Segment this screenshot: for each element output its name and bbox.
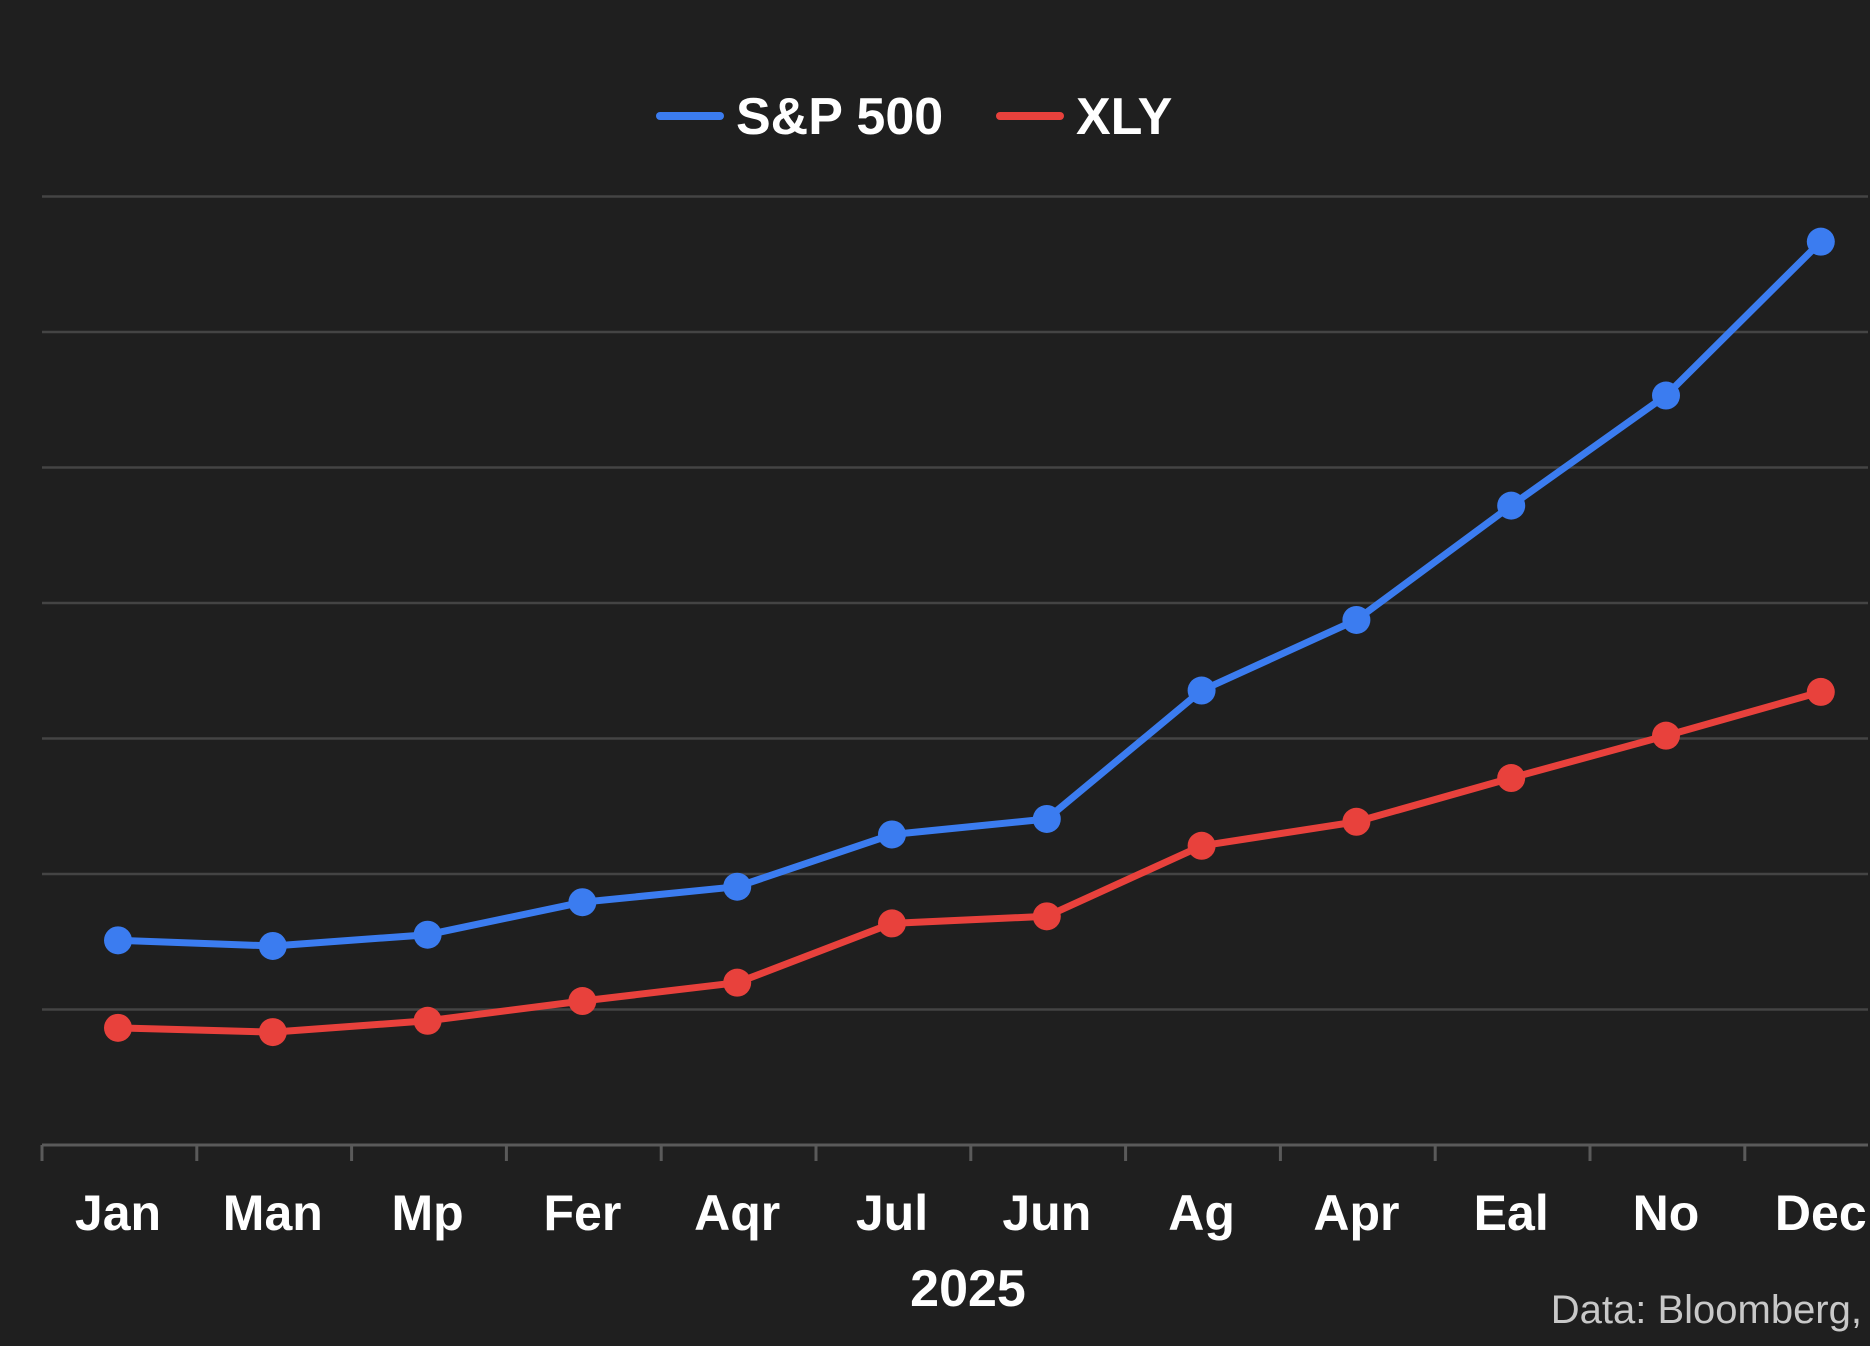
x-axis-title: 2025 [910, 1260, 1026, 1318]
data-point [878, 820, 906, 849]
x-tick-label: Mp [391, 1185, 463, 1241]
legend-item: S&P 500 [656, 88, 943, 146]
x-tick-label: No [1633, 1185, 1700, 1241]
data-point [104, 926, 132, 955]
data-point [568, 888, 597, 917]
data-point [1032, 902, 1061, 931]
x-tick-label: Dec [1775, 1185, 1867, 1241]
data-point [1497, 491, 1526, 520]
x-tick-label: Aqr [694, 1185, 780, 1241]
data-point [1652, 381, 1680, 410]
data-point [1032, 804, 1061, 833]
x-tick-label: Eal [1474, 1185, 1549, 1241]
data-point [723, 968, 752, 997]
x-tick-label: Apr [1313, 1185, 1399, 1241]
gridlines [42, 195, 1868, 1011]
data-point [1806, 677, 1835, 706]
source-note: Data: Bloomberg, [1551, 1288, 1862, 1332]
legend-item: XLY [996, 88, 1172, 146]
series-line [114, 238, 1825, 950]
x-tick-label: Man [223, 1185, 323, 1241]
series-1 [104, 677, 1835, 1047]
series-line [114, 688, 1825, 1036]
legend-label: S&P 500 [736, 88, 943, 146]
data-point [1342, 605, 1371, 634]
data-point [1497, 764, 1526, 793]
x-tick-label: Jul [856, 1185, 928, 1241]
x-tick-label: Ag [1168, 1185, 1235, 1241]
data-point [413, 920, 442, 949]
data-point [258, 931, 287, 960]
x-axis: Jan Man Mp Fer Aqr Jul Jun Ag Apr Eal No Dec [40, 1143, 1868, 1241]
data-point [1806, 227, 1835, 256]
x-tick-label: Fer [543, 1185, 621, 1241]
data-point [723, 872, 752, 901]
legend: S&P 500 XLY [656, 88, 1172, 146]
x-tick-label: Jun [1002, 1185, 1091, 1241]
x-tick-label: Jan [75, 1185, 161, 1241]
data-point [413, 1006, 442, 1035]
data-point [1187, 676, 1216, 705]
data-point [1342, 807, 1371, 836]
data-point [1652, 721, 1680, 750]
legend-label: XLY [1076, 88, 1172, 146]
data-point [568, 987, 597, 1016]
data-point [878, 909, 906, 938]
series-layer [104, 227, 1835, 1047]
data-point [258, 1018, 287, 1047]
data-point [104, 1013, 132, 1042]
series-0 [104, 227, 1835, 960]
data-point [1187, 831, 1216, 860]
